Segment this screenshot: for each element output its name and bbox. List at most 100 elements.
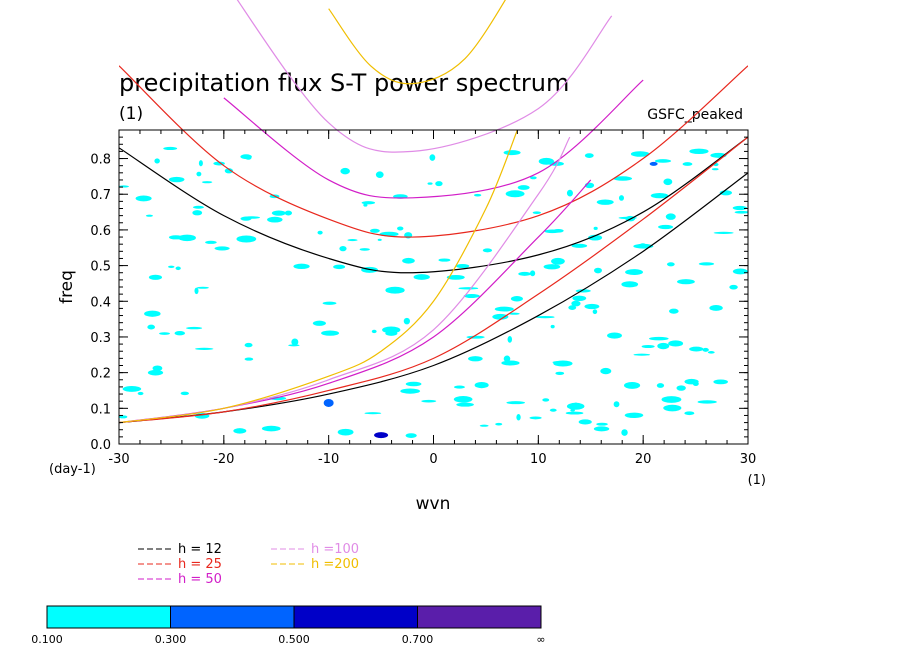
colorbar-segment [170, 605, 295, 629]
cyan-patch [621, 281, 639, 288]
cyan-patch [618, 195, 625, 201]
cyan-patch [466, 335, 485, 339]
cyan-patch [168, 265, 175, 268]
x-unit-left: (day-1) [49, 462, 96, 477]
cyan-patch [552, 229, 564, 233]
blue-patch [323, 398, 334, 407]
cyan-patch [566, 189, 573, 197]
legend-label: h = 12 [178, 542, 222, 557]
cyan-patch [186, 326, 203, 330]
cyan-patch [468, 356, 483, 362]
legend-label: h =100 [311, 542, 359, 557]
cyan-patch [682, 162, 693, 166]
cyan-patch [709, 305, 723, 311]
cyan-patch [625, 269, 643, 276]
curve-kelvin [119, 130, 518, 424]
cyan-patch [624, 412, 644, 419]
cyan-patch [571, 300, 581, 307]
cyan-patch [592, 309, 598, 315]
cyan-patch [180, 391, 190, 396]
cyan-patch [650, 192, 669, 199]
cyan-patch [607, 332, 622, 339]
x-axis-ticks: -30 -20 -10 0 10 20 30 [108, 130, 756, 467]
legend-label: h = 50 [178, 572, 222, 587]
cyan-patch [503, 150, 521, 156]
cyan-patch [359, 248, 370, 251]
curve-inertio-gravity [260, 130, 595, 199]
cyan-patch [596, 199, 614, 205]
cyan-patch [458, 287, 479, 290]
cyan-patch [535, 315, 555, 319]
cyan-patch [713, 231, 734, 234]
cyan-patch [339, 246, 347, 252]
title-unit: (1) [119, 104, 143, 124]
y-tick-label: 0.7 [90, 188, 111, 203]
cyan-patch [529, 176, 537, 180]
y-tick-label: 0.5 [90, 260, 111, 275]
cyan-patch [677, 279, 695, 285]
colorbar-segment [46, 605, 171, 629]
colorbar: 0.100 0.300 0.500 0.700 ∞ [31, 605, 546, 646]
cyan-patch [369, 228, 380, 233]
cyan-patch [453, 396, 473, 403]
curve-inertio-gravity-above [236, 0, 613, 130]
cyan-patch [666, 262, 675, 267]
cyan-patch [507, 336, 513, 343]
cyan-patch [729, 284, 738, 290]
cyan-patch [377, 238, 382, 241]
cyan-patch [284, 210, 293, 216]
y-tick-label: 0.4 [90, 295, 111, 310]
cyan-patch [689, 346, 704, 352]
cyan-patch [732, 268, 748, 275]
curve-kelvin-above [119, 180, 591, 423]
cyan-patch [175, 266, 181, 271]
cyan-patch [427, 182, 433, 185]
cyan-patch [154, 158, 160, 164]
cyan-patch [196, 171, 202, 177]
cyan-patch [148, 274, 163, 280]
cyan-patch [676, 385, 686, 391]
cyan-patch [584, 303, 600, 310]
colorbar-segment [417, 605, 542, 629]
cyan-patch [119, 415, 128, 419]
cyan-patch [168, 176, 185, 183]
cyan-patch [532, 211, 542, 215]
cyan-patch [621, 429, 628, 436]
cyan-patch [205, 240, 217, 244]
cyan-patch [137, 391, 144, 396]
cyan-patch [663, 178, 673, 186]
cyan-patch [363, 203, 368, 207]
cyan-patch [224, 168, 234, 174]
cyan-patch [506, 401, 526, 405]
cyan-patch [529, 270, 536, 277]
curve-inertio-gravity [119, 136, 748, 274]
curve-kelvin [119, 179, 592, 424]
curves-above-plot [119, 0, 748, 423]
cyan-patch [163, 146, 178, 151]
y-tick-label: 0.0 [90, 438, 111, 453]
cyan-patch [663, 404, 682, 412]
cyan-patch [552, 360, 567, 364]
curve-kelvin-above [119, 137, 570, 422]
colorbar-label: 0.100 [31, 633, 63, 646]
curve-kelvin [119, 136, 748, 424]
cyan-patch [271, 210, 286, 216]
cyan-patch [657, 342, 670, 350]
cyan-patch [455, 264, 470, 269]
cyan-patch [516, 414, 521, 421]
cyan-patch [495, 422, 503, 426]
cyan-patch [656, 383, 665, 388]
cyan-patch [593, 226, 598, 231]
cyan-patch [510, 296, 523, 302]
cyan-patch [446, 274, 465, 280]
cyan-patch [654, 159, 672, 163]
cyan-patch [702, 347, 709, 352]
x-tick-label: 30 [740, 452, 757, 467]
cyan-patch [168, 235, 183, 240]
cyan-patch [698, 262, 715, 266]
cyan-patch [518, 271, 531, 276]
cyan-patch [668, 340, 684, 347]
y-axis-ticks: 0.0 0.1 0.2 0.3 0.4 0.5 0.6 0.7 0.8 [90, 129, 748, 453]
cyan-patch [593, 426, 610, 432]
